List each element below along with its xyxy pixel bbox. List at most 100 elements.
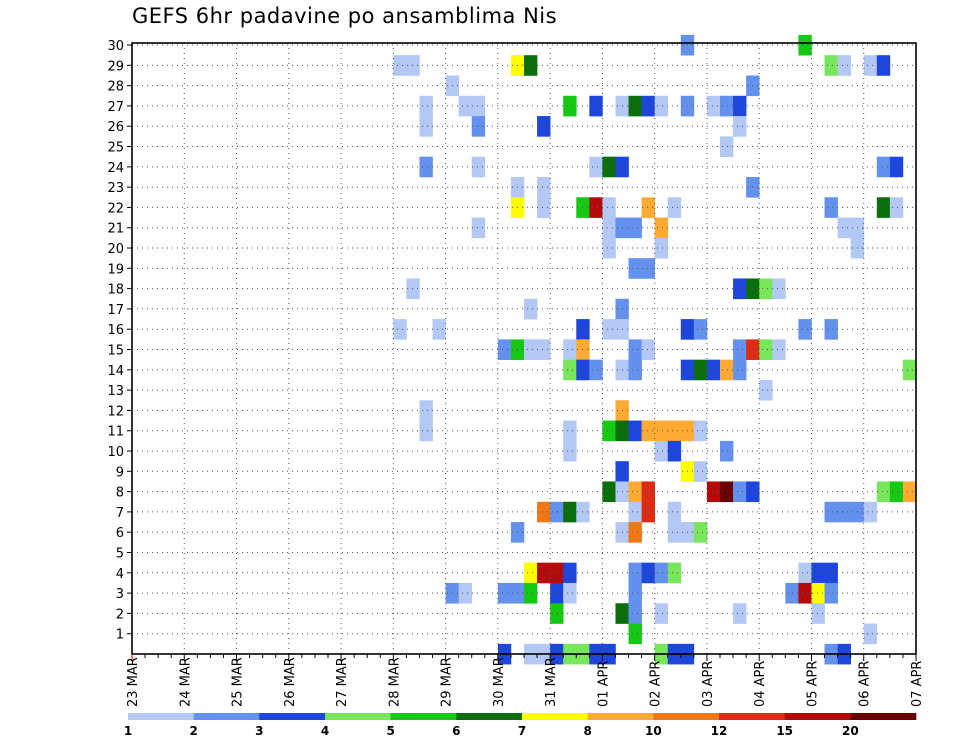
y-tick-label: 3	[116, 587, 124, 602]
heatmap-cell	[654, 217, 669, 239]
legend-swatch	[390, 713, 457, 720]
heatmap-cell	[798, 34, 812, 56]
heatmap-cell	[824, 501, 838, 523]
y-tick-label: 24	[107, 161, 124, 176]
heatmap-cell	[550, 603, 564, 624]
legend-swatch	[456, 713, 523, 720]
heatmap-cell	[628, 258, 642, 279]
heatmap-cell	[628, 623, 642, 645]
legend-swatch	[719, 713, 785, 720]
y-tick-label: 23	[107, 181, 124, 196]
legend-label: 7	[518, 724, 526, 738]
legend-label: 4	[321, 724, 329, 738]
x-tick-label: 05 APR	[805, 661, 820, 707]
heatmap-cell	[759, 278, 773, 300]
heatmap-cell	[889, 156, 904, 178]
heatmap-cell	[733, 359, 747, 381]
heatmap-cell	[876, 156, 891, 178]
heatmap-cell	[863, 501, 878, 523]
y-tick-label: 27	[107, 100, 124, 115]
y-tick-label: 10	[107, 445, 124, 460]
heatmap-cell	[524, 582, 538, 604]
legend-swatch	[128, 713, 194, 720]
color-legend: 1 2 3 4 5 6 7 8 10 12 15 20	[124, 713, 917, 738]
heatmap-cell	[602, 420, 616, 442]
heatmap-cell	[641, 481, 655, 503]
x-tick-label: 23 MAR	[126, 657, 141, 707]
heatmap-cell	[497, 582, 512, 604]
heatmap-cell	[550, 501, 564, 523]
y-tick-label: 13	[107, 384, 124, 399]
heatmap-cell	[537, 197, 551, 218]
heatmap-cell	[654, 562, 669, 584]
heatmap-cell	[706, 359, 721, 381]
y-tick-label: 18	[107, 283, 124, 298]
heatmap-cell	[497, 339, 512, 360]
heatmap-cell	[563, 359, 577, 381]
heatmap-cell	[654, 95, 669, 117]
y-axis: 1234567891011121314151617181920212223242…	[107, 39, 132, 643]
legend-label: 15	[776, 724, 793, 738]
heatmap-cell	[589, 359, 603, 381]
heatmap-cell	[641, 95, 655, 117]
y-tick-label: 19	[107, 262, 124, 277]
heatmap-cell	[628, 217, 642, 239]
heatmap-cell	[419, 400, 433, 421]
heatmap-cell	[837, 501, 851, 523]
heatmap-cell	[654, 237, 669, 259]
legend-swatch	[259, 713, 326, 720]
y-tick-label: 14	[107, 364, 124, 379]
legend-swatch	[325, 713, 391, 720]
heatmap-cell	[537, 339, 551, 360]
heatmap-cell	[902, 359, 917, 381]
heatmap-cell	[602, 156, 616, 178]
heatmap-cell	[733, 603, 747, 624]
heatmap-cell	[693, 420, 708, 442]
heatmap-cell	[550, 562, 564, 584]
y-tick-label: 6	[116, 526, 124, 541]
heatmap-cell	[654, 420, 669, 442]
heatmap-cell	[720, 359, 734, 381]
y-tick-label: 26	[107, 120, 124, 135]
legend-swatch	[193, 713, 260, 720]
heatmap-cell	[811, 582, 825, 604]
heatmap-cell	[654, 440, 669, 462]
grid-layer	[132, 43, 916, 654]
x-axis: 23 MAR 24 MAR 25 MAR 26 MAR 27 MAR 28 MAR 29 M…	[126, 654, 925, 707]
heatmap-cell	[563, 501, 577, 523]
heatmap-cell	[720, 136, 734, 157]
heatmap-cell	[458, 95, 473, 117]
heatmap-cell	[837, 55, 851, 76]
legend-label: 3	[255, 724, 263, 738]
heatmap-cell	[824, 582, 838, 604]
heatmap-cell	[824, 55, 838, 76]
heatmap-cell	[471, 116, 486, 137]
y-tick-label: 29	[107, 59, 124, 74]
heatmap-cell	[471, 95, 486, 117]
y-tick-label: 28	[107, 80, 124, 95]
x-tick-label: 28 MAR	[387, 657, 402, 707]
heatmap-cell	[628, 95, 642, 117]
heatmap-cell	[471, 217, 486, 239]
x-tick-label: 31 MAR	[544, 657, 559, 707]
heatmap-cell	[667, 562, 682, 584]
heatmap-cell	[524, 339, 538, 360]
heatmap-cell	[772, 339, 786, 360]
heatmap-cell	[641, 501, 655, 523]
heatmap-cell	[667, 197, 682, 218]
heatmap-cell	[537, 176, 551, 198]
x-tick-label: 03 APR	[701, 661, 716, 707]
heatmap-cell	[902, 481, 917, 503]
heatmap-cell	[628, 582, 642, 604]
y-tick-label: 30	[107, 39, 124, 54]
legend-swatch	[784, 713, 851, 720]
heatmap-cell	[628, 339, 642, 360]
heatmap-cell	[563, 582, 577, 604]
heatmap-cell	[733, 116, 747, 137]
y-tick-label: 25	[107, 141, 124, 156]
heatmap-cell	[876, 55, 891, 76]
heatmap-cell	[693, 359, 708, 381]
heatmap-cell	[550, 582, 564, 604]
heatmap-cell	[589, 197, 603, 218]
heatmap-cell	[837, 217, 851, 239]
